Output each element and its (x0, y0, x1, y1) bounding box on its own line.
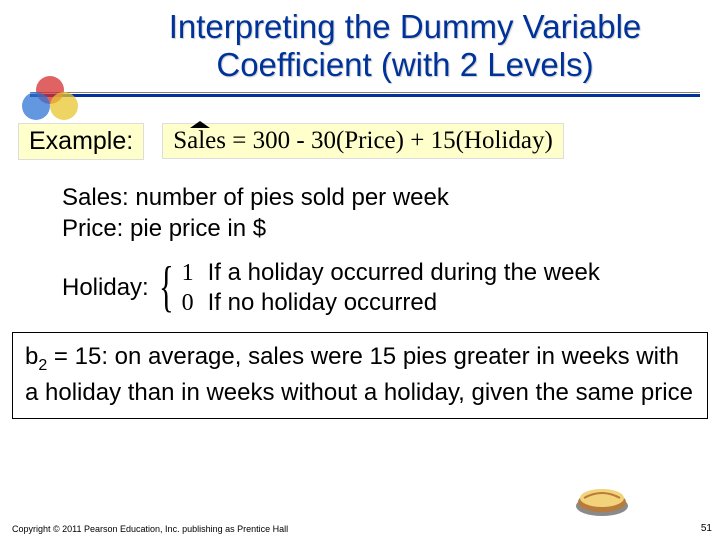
brace-icon: { (159, 264, 174, 312)
def-sales: Sales: number of pies sold per week (62, 182, 720, 213)
def-price: Price: pie price in $ (62, 213, 720, 244)
example-row: Example: Sales = 300 - 30(Price) + 15(Ho… (18, 123, 702, 160)
equation-c1: 30(Price) (311, 127, 404, 154)
coef-sub: 2 (38, 357, 47, 374)
case0-text: If no holiday occurred (208, 288, 437, 318)
coef-rest: = 15: on average, sales were 15 pies gre… (25, 343, 693, 406)
logo-icon (22, 76, 82, 126)
equation-c0: 300 (253, 127, 291, 154)
equation-minus: - (296, 127, 304, 154)
coef-prefix: b (25, 343, 38, 370)
case1-text: If a holiday occurred during the week (208, 258, 600, 288)
pie-icon (574, 482, 630, 518)
case1-num: 1 (182, 258, 208, 288)
equation-c2: 15(Holiday) (431, 127, 553, 154)
equation-box: Sales = 300 - 30(Price) + 15(Holiday) (162, 123, 564, 159)
holiday-cases: 1 If a holiday occurred during the week … (182, 258, 600, 318)
page-number: 51 (701, 523, 712, 534)
equation-plus: + (410, 127, 424, 154)
interpretation-box: b2 = 15: on average, sales were 15 pies … (12, 332, 708, 419)
page-title: Interpreting the Dummy Variable Coeffici… (110, 8, 700, 84)
equation-lhs: Sales (173, 127, 226, 155)
holiday-definition: Holiday: { 1 If a holiday occurred durin… (62, 258, 720, 318)
case0-num: 0 (182, 288, 208, 318)
definitions-block: Sales: number of pies sold per week Pric… (62, 182, 720, 244)
copyright-text: Copyright © 2011 Pearson Education, Inc.… (12, 524, 288, 534)
title-underline (30, 94, 700, 97)
equation-eq: = (232, 127, 246, 154)
example-label: Example: (18, 123, 144, 160)
holiday-label: Holiday: (62, 274, 149, 302)
